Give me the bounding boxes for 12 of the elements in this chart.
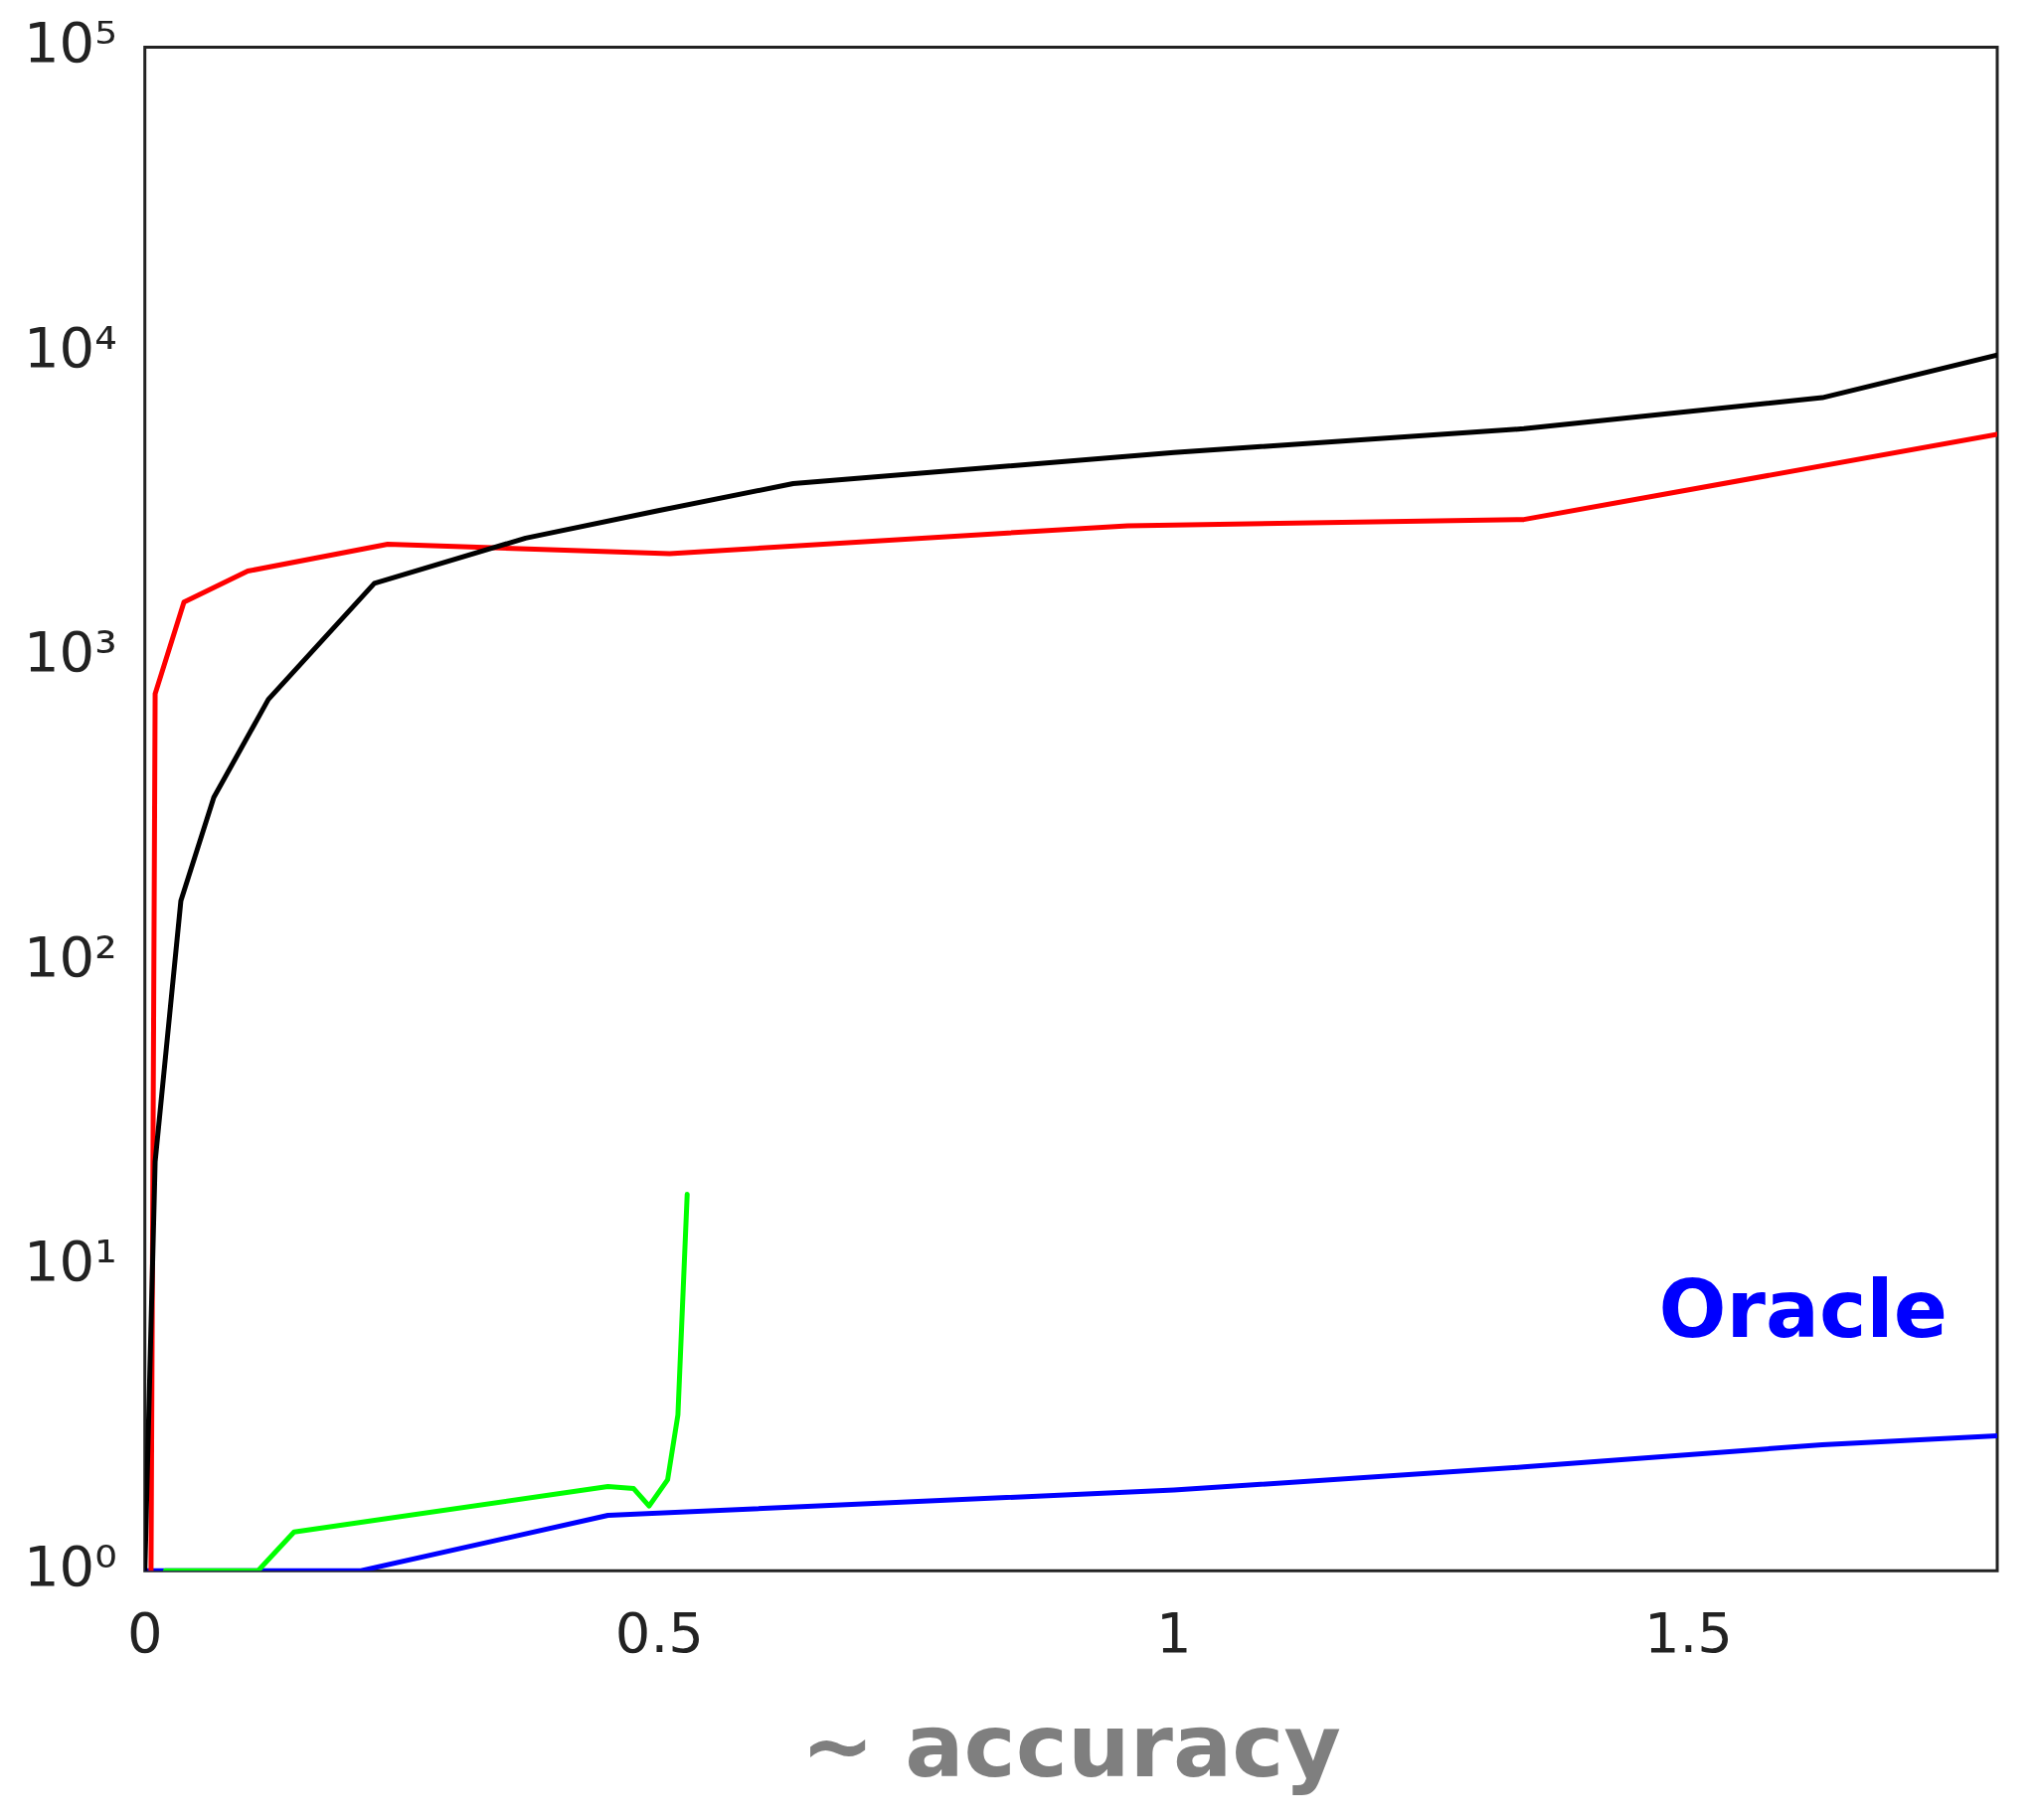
x-tick-label: 1.5 xyxy=(1643,1600,1733,1666)
y-tick-label: 10² xyxy=(23,923,117,989)
x-tick-label: 0.5 xyxy=(614,1600,704,1666)
y-tick-label: 10¹ xyxy=(23,1229,117,1294)
x-axis-title: ~ accuracy xyxy=(800,1695,1341,1798)
y-tick-label: 10⁵ xyxy=(23,10,117,76)
y-tick-label: 10³ xyxy=(23,619,117,685)
series-label: Oracle xyxy=(1658,1263,1948,1357)
y-tick-label: 10⁰ xyxy=(23,1533,117,1598)
x-tick-label: 0 xyxy=(126,1600,163,1666)
y-tick-label: 10⁴ xyxy=(23,314,117,380)
x-tick-label: 1 xyxy=(1156,1600,1192,1666)
